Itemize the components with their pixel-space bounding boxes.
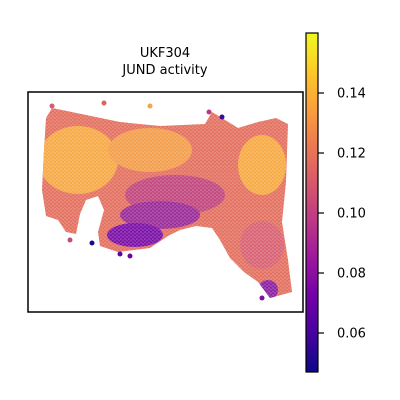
spot-outlier — [127, 253, 133, 259]
spot-outlier — [259, 295, 265, 301]
colorbar-tick-label: 0.10 — [337, 207, 366, 222]
spot-outlier — [117, 251, 123, 257]
spot-outlier — [219, 114, 225, 120]
spot-outlier — [67, 237, 73, 243]
colorbar-tick-label: 0.14 — [337, 87, 366, 102]
chart-title-line2: JUND activity — [121, 63, 207, 78]
spot-outlier — [206, 109, 212, 115]
colorbar-tick-label: 0.08 — [337, 267, 366, 282]
colorbar-tick-label: 0.12 — [337, 147, 366, 162]
spot-outlier — [101, 100, 107, 106]
spot-outlier — [49, 103, 55, 109]
chart-title-line1: UKF304 — [140, 46, 190, 61]
colorbar — [305, 32, 319, 373]
hex-texture — [42, 108, 292, 298]
tissue-spots — [42, 108, 292, 298]
spot-outlier — [89, 240, 95, 246]
colorbar-ticks: 0.06 0.08 0.10 0.12 0.14 — [318, 87, 366, 342]
scattered-spots — [49, 100, 265, 301]
colorbar-tick-label: 0.06 — [337, 327, 366, 342]
spot-outlier — [147, 103, 153, 109]
plot-frame — [27, 91, 304, 313]
